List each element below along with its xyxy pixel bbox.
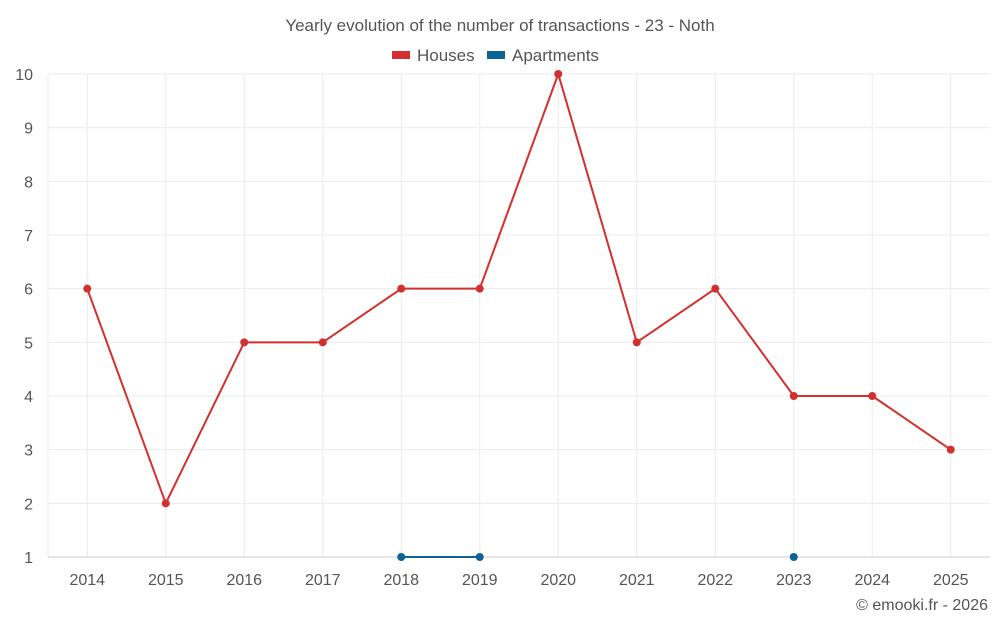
data-point-houses[interactable] <box>711 284 720 293</box>
y-tick-label: 5 <box>24 335 33 352</box>
x-tick-label: 2016 <box>226 572 262 589</box>
y-tick-label: 10 <box>15 67 33 84</box>
x-tick-label: 2017 <box>305 572 341 589</box>
legend-swatch <box>487 51 505 59</box>
x-tick-label: 2022 <box>697 572 733 589</box>
data-point-houses[interactable] <box>554 70 563 78</box>
x-tick-label: 2018 <box>383 572 419 589</box>
y-tick-label: 3 <box>24 443 33 460</box>
x-tick-label: 2020 <box>540 572 576 589</box>
x-tick-label: 2014 <box>69 572 105 589</box>
credit-text: © emooki.fr - 2026 <box>856 597 988 614</box>
x-tick-label: 2021 <box>619 572 655 589</box>
y-tick-label: 6 <box>24 282 33 299</box>
data-point-apartments[interactable] <box>475 553 484 561</box>
y-tick-label: 2 <box>24 496 33 513</box>
x-tick-label: 2023 <box>776 572 812 589</box>
x-tick-label: 2015 <box>148 572 184 589</box>
grid <box>48 73 990 557</box>
x-tick-label: 2025 <box>933 572 969 589</box>
data-point-houses[interactable] <box>789 392 798 400</box>
y-tick-label: 1 <box>24 550 33 567</box>
data-point-houses[interactable] <box>240 338 249 347</box>
y-tick-label: 4 <box>24 389 33 406</box>
legend-swatch <box>392 51 410 59</box>
legend-label: Apartments <box>512 46 599 65</box>
data-point-houses[interactable] <box>397 284 406 293</box>
data-point-houses[interactable] <box>632 338 641 347</box>
legend-item-apartments[interactable]: Apartments <box>487 46 599 65</box>
x-tick-label: 2024 <box>854 572 890 589</box>
y-tick-label: 8 <box>24 174 33 191</box>
data-point-apartments[interactable] <box>397 553 406 561</box>
data-point-apartments[interactable] <box>789 553 798 561</box>
legend-label: Houses <box>417 46 475 65</box>
series-apartments <box>397 553 798 561</box>
series-houses <box>83 70 955 508</box>
y-tick-label: 9 <box>24 121 33 138</box>
legend-item-houses[interactable]: Houses <box>392 46 475 65</box>
data-point-houses[interactable] <box>83 284 92 293</box>
axes: 1 2 3 4 5 6 7 8 9 10 2014 2015 2016 2017 2018 2019 2020 2… <box>15 67 990 589</box>
data-point-houses[interactable] <box>868 392 877 400</box>
chart-title: Yearly evolution of the number of transa… <box>285 16 714 35</box>
data-point-houses[interactable] <box>161 499 170 508</box>
data-point-houses[interactable] <box>318 338 327 347</box>
x-tick-label: 2019 <box>462 572 498 589</box>
legend: Houses Apartments <box>392 46 599 65</box>
y-tick-label: 7 <box>24 228 33 245</box>
data-point-houses[interactable] <box>946 445 955 454</box>
data-point-houses[interactable] <box>475 284 484 293</box>
series-layer <box>83 70 955 561</box>
series-line-houses <box>86 73 952 505</box>
